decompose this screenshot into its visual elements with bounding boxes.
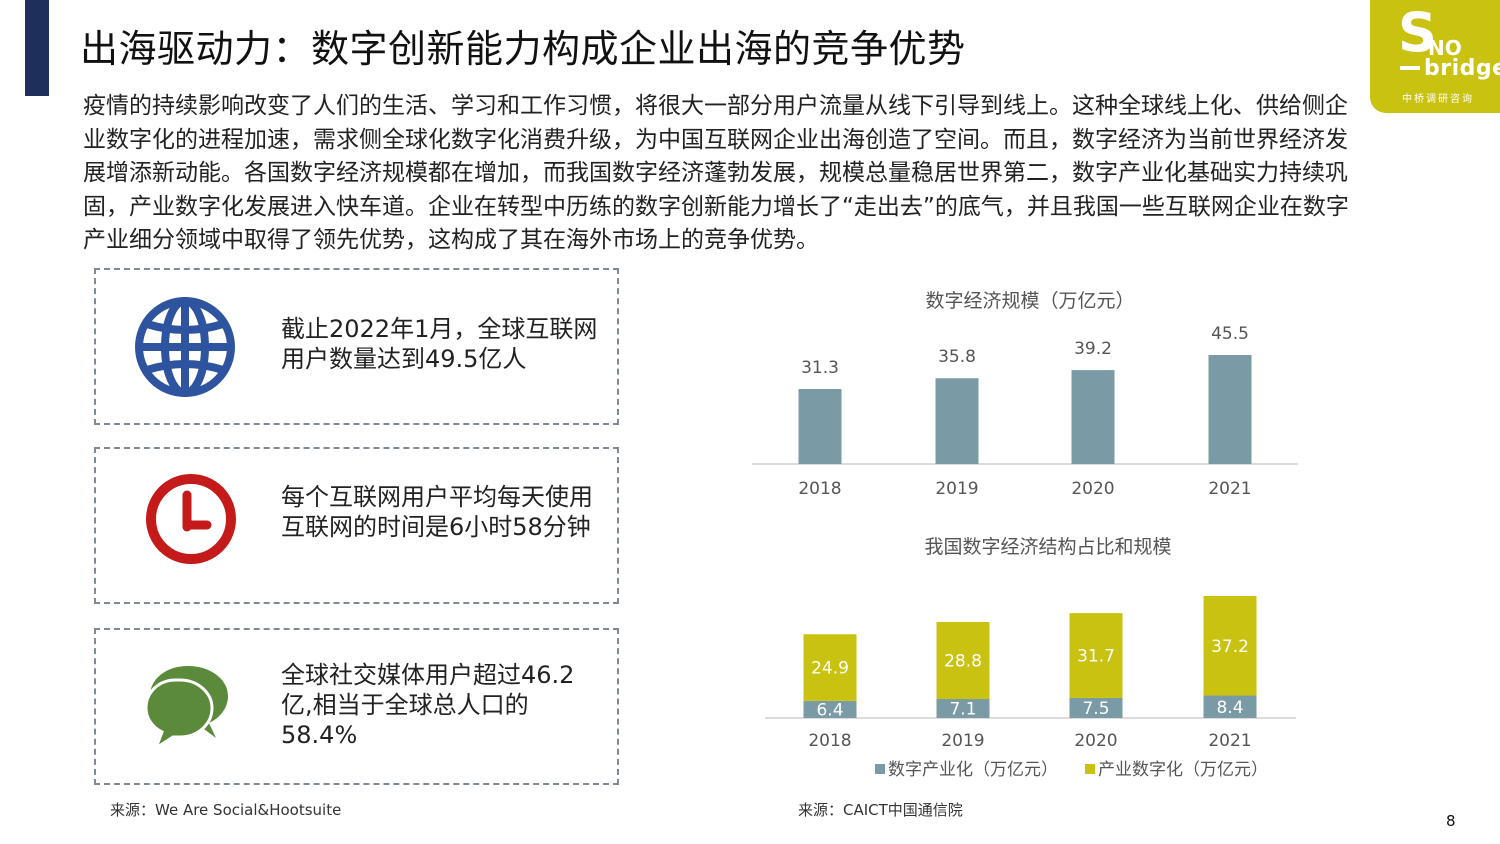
- stat-text: 截止2022年1月，全球互联网用户数量达到49.5亿人: [281, 315, 598, 373]
- chart-title: 数字经济规模（万亿元）: [925, 290, 1134, 312]
- legend-swatch-series-2: [1085, 764, 1095, 774]
- data-label: 31.3: [801, 358, 839, 378]
- chart-digital-economy-scale: 数字经济规模（万亿元） 31.3 2018 35.8 2019 39.2 2020 45.5…: [752, 290, 1298, 499]
- bar: [798, 389, 842, 464]
- chart-title: 我国数字经济结构占比和规模: [924, 536, 1171, 558]
- stat-card-social-media: 全球社交媒体用户超过46.2亿,相当于全球总人口的58.4%: [94, 628, 619, 785]
- stacked-bar-segment: [1069, 613, 1123, 698]
- logo-letter: S: [1398, 1, 1437, 64]
- brand-logo: S NO bridges 中桥调研咨询: [1370, 0, 1500, 113]
- data-label: 7.5: [1082, 699, 1109, 719]
- intro-paragraph: 疫情的持续影响改变了人们的生活、学习和工作习惯，将很大一部分用户流量从线下引导到…: [83, 93, 1349, 253]
- stacked-bar-segment: [936, 621, 990, 700]
- page-title: 出海驱动力：数字创新能力构成企业出海的竞争优势: [80, 27, 966, 71]
- logo-dash: [1400, 66, 1420, 70]
- logo-wordmark: bridges: [1424, 56, 1500, 81]
- x-tick-label: 2018: [798, 479, 841, 499]
- clock-icon: [141, 469, 241, 569]
- stacked-bar-segment: [803, 634, 857, 701]
- legend-label-series-2: 产业数字化（万亿元）: [1098, 760, 1268, 780]
- logo-tagline: 中桥调研咨询: [1402, 94, 1474, 105]
- logo-no: NO: [1428, 36, 1462, 60]
- page-number: 8: [1446, 812, 1456, 830]
- bar: [935, 378, 979, 464]
- stat-card-daily-usage: 每个互联网用户平均每天使用互联网的时间是6小时58分钟: [94, 447, 619, 604]
- bar: [1071, 370, 1115, 464]
- data-label: 45.5: [1211, 324, 1249, 344]
- stat-card-internet-users: 截止2022年1月，全球互联网用户数量达到49.5亿人: [94, 268, 619, 425]
- legend: 数字产业化（万亿元） 产业数字化（万亿元）: [875, 760, 1268, 780]
- stacked-bar-segment: [803, 700, 857, 718]
- stacked-bar-segment: [936, 699, 990, 718]
- x-tick-label: 2020: [1074, 731, 1117, 751]
- source-note-left: 来源：We Are Social&Hootsuite: [110, 801, 342, 819]
- legend-label-series-1: 数字产业化（万亿元）: [888, 760, 1058, 780]
- chart-digital-economy-structure: 我国数字经济结构占比和规模 6.4 24.9 2018 7.1 28.8 2019 7.5 3…: [765, 536, 1296, 780]
- x-tick-label: 2019: [935, 479, 978, 499]
- data-label: 24.9: [811, 659, 849, 679]
- x-tick-label: 2021: [1208, 479, 1251, 499]
- x-tick-label: 2018: [808, 731, 851, 751]
- data-label: 28.8: [944, 651, 982, 671]
- accent-bar: [25, 0, 49, 96]
- stat-text: 全球社交媒体用户超过46.2亿,相当于全球总人口的58.4%: [281, 661, 575, 749]
- data-label: 6.4: [816, 700, 843, 720]
- x-tick-label: 2020: [1071, 479, 1114, 499]
- data-label: 8.4: [1216, 698, 1243, 718]
- globe-icon: [130, 292, 240, 402]
- data-label: 39.2: [1074, 339, 1112, 359]
- source-note-right: 来源：CAICT中国通信院: [798, 801, 963, 819]
- x-tick-label: 2021: [1208, 731, 1251, 751]
- data-label: 37.2: [1211, 637, 1249, 657]
- stat-text: 每个互联网用户平均每天使用互联网的时间是6小时58分钟: [281, 483, 593, 541]
- bar: [1208, 355, 1252, 464]
- legend-swatch-series-1: [875, 764, 885, 774]
- stacked-bar-segment: [1203, 695, 1257, 718]
- data-label: 35.8: [938, 347, 976, 367]
- stacked-bar-segment: [1069, 697, 1123, 718]
- data-label: 31.7: [1077, 647, 1115, 667]
- stacked-bar-segment: [1203, 596, 1257, 696]
- data-label: 7.1: [949, 700, 976, 720]
- x-tick-label: 2019: [941, 731, 984, 751]
- chat-bubbles-icon: [144, 658, 246, 758]
